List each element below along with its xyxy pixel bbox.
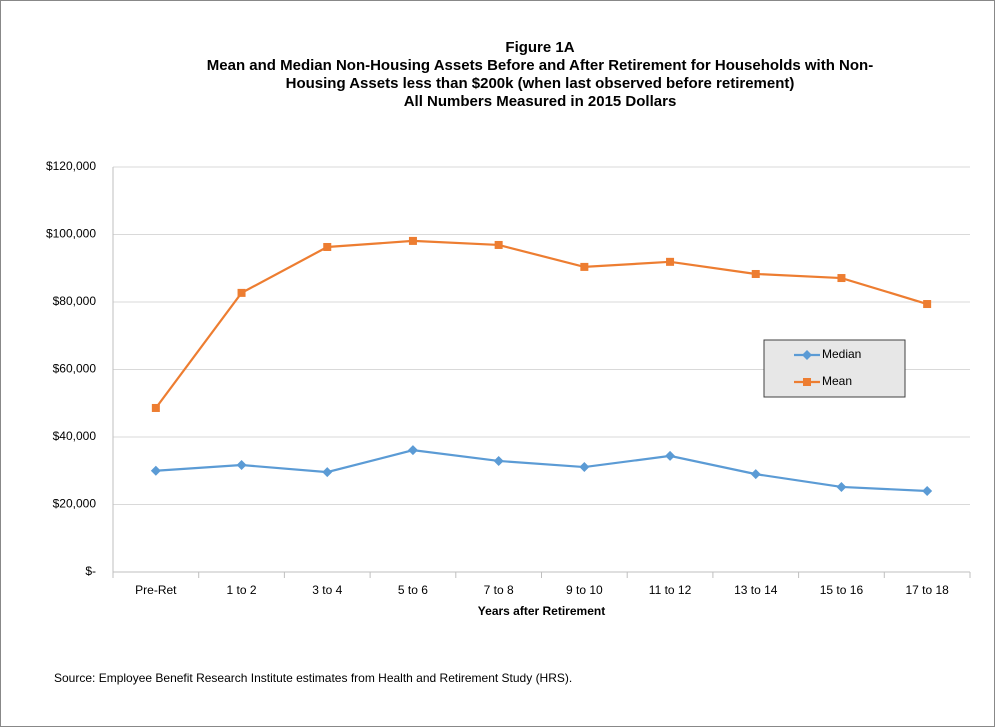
y-tick-label: $40,000 bbox=[53, 429, 97, 443]
marker bbox=[922, 486, 933, 496]
x-tick-label: 3 to 4 bbox=[312, 583, 342, 597]
chart-title: Housing Assets less than $200k (when las… bbox=[286, 75, 795, 92]
x-tick-label: Pre-Ret bbox=[135, 583, 177, 597]
legend-label: Mean bbox=[822, 374, 852, 388]
x-tick-label: 9 to 10 bbox=[566, 583, 603, 597]
y-tick-label: $80,000 bbox=[53, 294, 97, 308]
marker bbox=[750, 469, 761, 480]
x-tick-label: 15 to 16 bbox=[820, 583, 864, 597]
x-tick-label: 7 to 8 bbox=[484, 583, 514, 597]
x-tick-label: 5 to 6 bbox=[398, 583, 428, 597]
marker bbox=[837, 274, 846, 283]
chart-title: Mean and Median Non-Housing Assets Befor… bbox=[207, 57, 873, 74]
marker bbox=[322, 467, 333, 478]
x-tick-label: 17 to 18 bbox=[905, 583, 949, 597]
source: Source: Employee Benefit Research Instit… bbox=[54, 671, 572, 685]
marker bbox=[803, 378, 811, 386]
chart-title: Figure 1A bbox=[505, 39, 574, 56]
x-tick-label: 11 to 12 bbox=[649, 583, 692, 597]
marker bbox=[236, 460, 247, 471]
legend-label: Median bbox=[822, 347, 861, 361]
legend-box bbox=[763, 339, 906, 398]
marker bbox=[580, 262, 589, 271]
marker bbox=[665, 450, 676, 461]
y-tick-label: $60,000 bbox=[53, 362, 97, 376]
marker bbox=[237, 288, 246, 297]
marker bbox=[151, 403, 160, 412]
x-tick-label: 13 to 14 bbox=[734, 583, 778, 597]
y-tick-label: $20,000 bbox=[53, 497, 97, 511]
series-line bbox=[154, 239, 928, 409]
marker bbox=[150, 465, 161, 476]
x-axis-label: Years after Retirement bbox=[478, 604, 605, 618]
y-tick-label: $100,000 bbox=[46, 227, 96, 241]
marker bbox=[751, 269, 760, 278]
marker bbox=[408, 236, 417, 245]
series-line bbox=[155, 449, 928, 493]
marker bbox=[407, 445, 418, 456]
y-tick-label: $120,000 bbox=[46, 159, 96, 173]
marker bbox=[923, 300, 932, 309]
marker bbox=[493, 455, 504, 466]
marker bbox=[802, 350, 812, 360]
x-tick-label: 1 to 2 bbox=[227, 583, 257, 597]
marker bbox=[666, 257, 675, 266]
marker bbox=[579, 462, 590, 473]
y-tick-label: $- bbox=[85, 564, 96, 578]
marker bbox=[323, 242, 332, 251]
marker bbox=[836, 481, 847, 492]
marker bbox=[494, 240, 503, 249]
chart-title: All Numbers Measured in 2015 Dollars bbox=[404, 93, 677, 110]
